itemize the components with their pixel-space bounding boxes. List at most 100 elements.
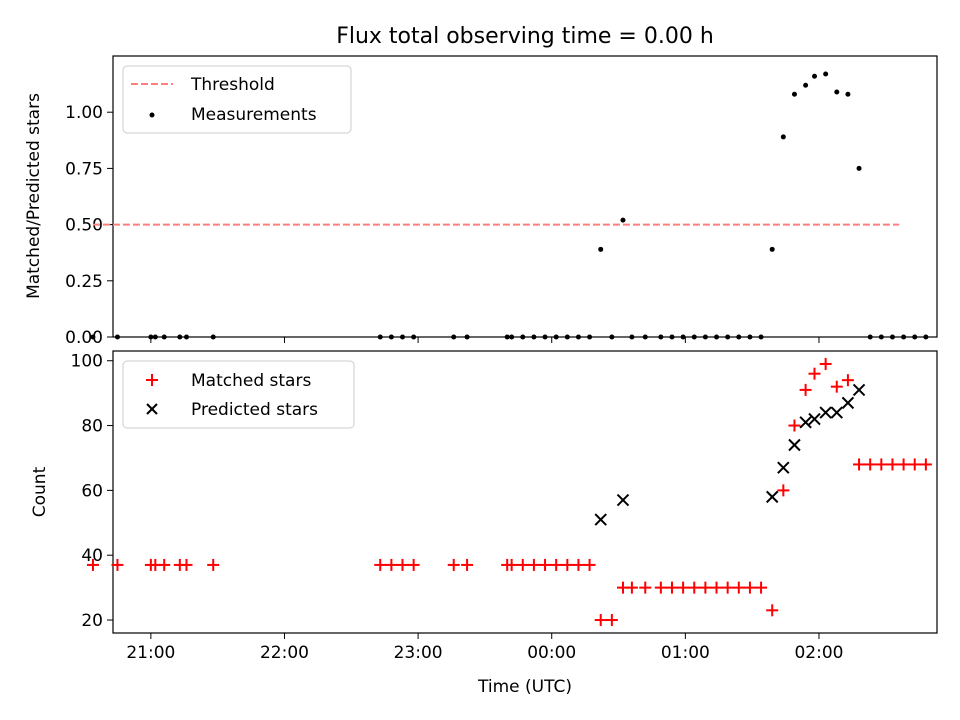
legend-predicted-label: Predicted stars — [191, 400, 318, 420]
bottom-x-tick-label: 01:00 — [661, 643, 710, 663]
bottom-y-tick-label: 20 — [81, 611, 103, 631]
bottom-x-tick-label: 22:00 — [260, 643, 309, 663]
bottom-x-tick-label: 00:00 — [527, 643, 576, 663]
legend-threshold-label: Threshold — [190, 75, 275, 95]
matched-star-marker — [853, 458, 866, 471]
top-y-tick-label: 0.25 — [65, 272, 103, 292]
bottom-x-tick-label: 21:00 — [126, 643, 175, 663]
measurement-point — [411, 334, 417, 340]
measurement-point — [642, 334, 648, 340]
measurement-point — [451, 334, 457, 340]
bottom-x-tick-label: 23:00 — [394, 643, 443, 663]
matched-star-marker — [665, 581, 678, 594]
bottom-x-tick-label: 02:00 — [794, 643, 843, 663]
bottom-x-ticks: 21:00 22:00 23:00 00:00 01:00 02:00 — [126, 633, 843, 663]
measurement-point — [702, 334, 708, 340]
bottom-panel: 20 40 60 80 100 21:00 22:00 23:00 00:00 01:00 02:… — [30, 350, 938, 697]
bottom-legend: Matched stars Predicted stars — [122, 360, 355, 429]
bottom-y-tick-label: 80 — [81, 417, 103, 437]
top-panel: 0.00 0.25 0.50 0.75 1.00 Matched/Predicted s… — [24, 55, 938, 348]
measurement-point — [183, 334, 189, 340]
predicted-star-marker — [819, 406, 832, 419]
measurement-point — [400, 334, 406, 340]
measurement-point — [691, 334, 697, 340]
matched-star-marker — [583, 558, 596, 571]
matched-star-marker — [919, 458, 932, 471]
matched-star-marker — [875, 458, 888, 471]
matched-star-marker — [625, 581, 638, 594]
matched-star-marker — [111, 558, 124, 571]
matched-star-marker — [699, 581, 712, 594]
predicted-star-marker — [616, 493, 630, 507]
matched-star-marker — [799, 383, 812, 396]
measurement-point — [377, 334, 383, 340]
measurement-point — [658, 334, 664, 340]
matched-star-marker — [743, 581, 756, 594]
measurement-point — [867, 334, 873, 340]
matched-star-marker — [385, 558, 398, 571]
predicted-star-marker — [852, 383, 866, 397]
legend-measurements-label: Measurements — [191, 105, 317, 125]
matched-star-marker — [710, 581, 723, 594]
matched-star-marker — [819, 357, 832, 370]
matched-star-marker — [777, 484, 790, 497]
matched-star-marker — [688, 581, 701, 594]
matched-star-marker — [158, 558, 171, 571]
matched-star-marker — [886, 458, 899, 471]
top-y-tick-label: 0.00 — [65, 328, 103, 348]
legend-measurements-swatch — [149, 112, 155, 118]
matched-star-marker — [654, 581, 667, 594]
measurement-point — [812, 73, 818, 79]
top-legend: Threshold Measurements — [122, 65, 352, 134]
measurement-point — [769, 246, 775, 252]
matched-star-marker — [721, 581, 734, 594]
matched-star-marker — [788, 419, 801, 432]
matched-star-marker — [505, 558, 518, 571]
measurement-point — [520, 334, 526, 340]
measurement-point — [587, 334, 593, 340]
bottom-plot-area — [112, 350, 938, 634]
measurement-point — [464, 334, 470, 340]
predicted-star-marker — [777, 461, 790, 474]
matched-star-marker — [86, 558, 99, 571]
matched-star-marker — [561, 558, 574, 571]
bottom-y-tick-label: 60 — [81, 481, 103, 501]
matched-star-marker — [207, 558, 220, 571]
measurement-point — [609, 334, 615, 340]
matched-star-marker — [461, 558, 474, 571]
measurement-point — [152, 334, 158, 340]
top-y-tick-label: 0.75 — [65, 159, 103, 179]
top-series — [90, 71, 929, 340]
legend-matched-label: Matched stars — [191, 371, 311, 391]
matched-star-marker — [447, 558, 460, 571]
matched-star-marker — [550, 558, 563, 571]
measurement-point — [747, 334, 753, 340]
measurement-point — [90, 334, 96, 340]
measurement-point — [901, 334, 907, 340]
top-legend-box — [122, 65, 352, 134]
measurement-point — [388, 334, 394, 340]
measurement-point — [177, 334, 183, 340]
matched-star-marker — [639, 581, 652, 594]
matched-star-marker — [766, 604, 779, 617]
measurement-point — [564, 334, 570, 340]
bottom-series — [86, 357, 932, 627]
predicted-star-marker — [799, 416, 812, 429]
measurement-point — [834, 89, 840, 95]
measurement-point — [856, 165, 862, 171]
measurement-point — [912, 334, 918, 340]
predicted-star-marker — [830, 406, 843, 419]
measurement-point — [504, 334, 510, 340]
matched-star-marker — [908, 458, 921, 471]
measurement-point — [845, 91, 851, 97]
matched-star-marker — [374, 558, 387, 571]
chart-title: Flux total observing time = 0.00 h — [336, 24, 714, 49]
matched-star-marker — [594, 614, 607, 627]
measurement-point — [714, 334, 720, 340]
measurement-point — [736, 334, 742, 340]
measurement-point — [680, 334, 686, 340]
measurement-point — [758, 334, 764, 340]
measurement-point — [725, 334, 731, 340]
matched-star-marker — [897, 458, 910, 471]
